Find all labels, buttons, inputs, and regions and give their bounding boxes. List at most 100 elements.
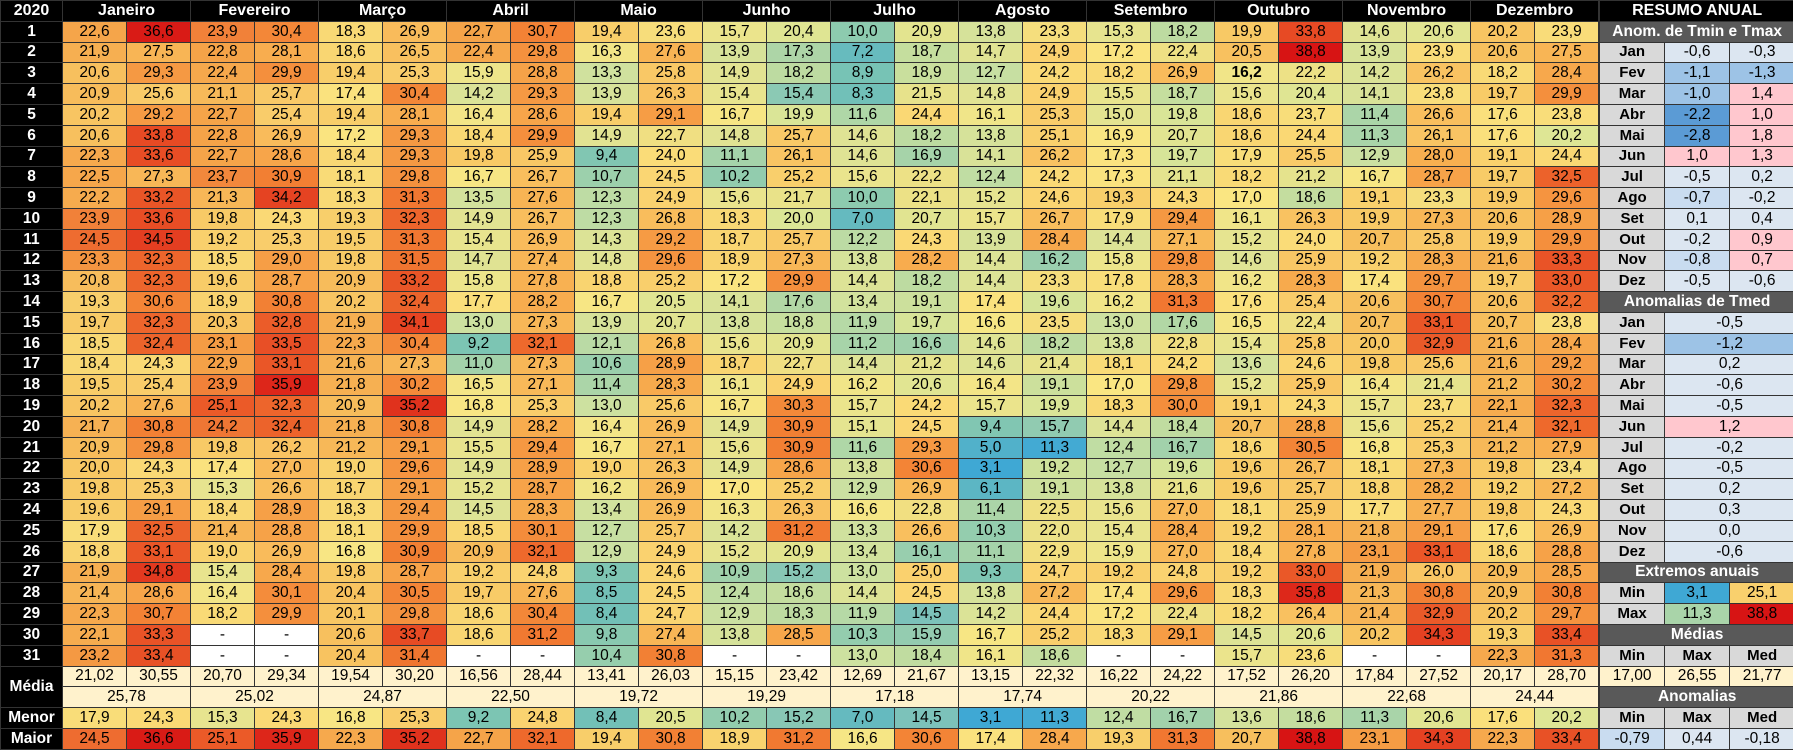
tmin-cell[interactable]: 23,1 [1342,540,1408,563]
tmax-cell[interactable]: 27,3 [510,353,576,376]
tmax-cell[interactable]: 32,1 [1534,415,1600,438]
tmin-cell[interactable]: 13,8 [958,582,1024,605]
tmin-cell[interactable]: 21,9 [318,311,384,334]
tmin-cell[interactable]: 17,4 [318,83,384,105]
tmin-cell[interactable]: 14,7 [446,249,512,272]
tmax-cell[interactable]: 23,9 [1406,41,1472,64]
tmin-cell[interactable]: 19,4 [318,62,384,85]
tmin-cell[interactable]: 19,9 [1342,207,1408,230]
tmin-cell[interactable]: 13,8 [702,311,768,334]
tmin-cell[interactable]: - [1086,644,1152,667]
tmin-cell[interactable]: 12,7 [574,519,640,542]
tmin-cell[interactable]: 13,4 [574,499,640,521]
tmin-cell[interactable]: 9,2 [446,332,512,355]
tmax-cell[interactable]: 20,9 [766,332,832,355]
tmax-cell[interactable]: 29,0 [254,249,320,272]
tmin-cell[interactable]: 19,1 [1342,187,1408,209]
tmax-cell[interactable]: 23,6 [638,20,704,43]
tmax-cell[interactable]: 29,6 [382,457,448,480]
tmax-cell[interactable]: 24,2 [1022,166,1088,189]
tmin-cell[interactable]: 10,3 [958,519,1024,542]
tmin-cell[interactable]: 22,4 [446,41,512,64]
tmin-cell[interactable]: 15,4 [702,83,768,105]
tmin-cell[interactable]: 18,2 [190,603,256,625]
tmin-cell[interactable]: 18,1 [1214,499,1280,521]
tmin-cell[interactable]: 10,3 [830,623,896,646]
tmin-cell[interactable]: 18,6 [1470,540,1536,563]
tmax-cell[interactable]: 25,3 [510,395,576,417]
tmax-cell[interactable]: 25,0 [894,561,960,584]
tmin-cell[interactable]: 20,6 [318,623,384,646]
tmin-cell[interactable]: 22,7 [190,103,256,126]
tmin-cell[interactable]: 17,7 [1342,499,1408,521]
tmax-cell[interactable]: 27,2 [1022,582,1088,605]
tmax-cell[interactable]: 26,7 [1278,457,1344,480]
tmax-cell[interactable]: 30,4 [254,20,320,43]
tmax-cell[interactable]: 28,7 [510,478,576,501]
tmin-cell[interactable]: 20,4 [318,644,384,667]
tmin-cell[interactable]: 15,4 [190,561,256,584]
tmin-cell[interactable]: 15,8 [1086,249,1152,272]
tmin-cell[interactable]: 16,8 [1342,436,1408,459]
tmin-cell[interactable]: 15,5 [1086,83,1152,105]
tmin-cell[interactable]: 18,1 [1086,353,1152,376]
tmax-cell[interactable]: 25,8 [638,62,704,85]
tmax-cell[interactable]: 30,8 [125,415,192,438]
tmin-cell[interactable]: 10,7 [574,166,640,189]
tmin-cell[interactable]: 19,8 [318,249,384,272]
tmin-cell[interactable]: 20,6 [62,124,127,147]
tmin-cell[interactable]: 24,5 [62,228,127,251]
tmin-cell[interactable]: 19,0 [318,457,384,480]
tmin-cell[interactable]: 20,9 [318,395,384,417]
tmin-cell[interactable]: 17,2 [1086,603,1152,625]
tmax-cell[interactable]: 27,3 [125,166,192,189]
tmax-cell[interactable]: 24,9 [1022,83,1088,105]
tmax-cell[interactable]: 29,4 [510,436,576,459]
tmax-cell[interactable]: 34,2 [254,187,320,209]
tmin-cell[interactable]: 16,4 [1342,374,1408,397]
tmax-cell[interactable]: 30,9 [766,415,832,438]
tmax-cell[interactable]: 33,4 [1534,623,1600,646]
tmax-cell[interactable]: 25,7 [766,228,832,251]
tmin-cell[interactable]: 18,3 [318,499,384,521]
tmax-cell[interactable]: 30,7 [125,603,192,625]
tmin-cell[interactable]: 14,6 [1214,249,1280,272]
tmin-cell[interactable]: 11,6 [830,436,896,459]
tmax-cell[interactable]: 29,3 [510,83,576,105]
tmax-cell[interactable]: 33,2 [125,187,192,209]
tmin-cell[interactable]: 19,8 [1470,457,1536,480]
tmax-cell[interactable]: 18,4 [894,644,960,667]
tmax-cell[interactable]: 27,2 [1534,478,1600,501]
tmin-cell[interactable]: 15,6 [830,166,896,189]
tmax-cell[interactable]: 31,3 [1534,644,1600,667]
tmax-cell[interactable]: 19,1 [1022,374,1088,397]
tmax-cell[interactable]: 30,9 [766,436,832,459]
tmin-cell[interactable]: 15,2 [446,478,512,501]
tmax-cell[interactable]: 24,4 [1278,124,1344,147]
tmax-cell[interactable]: 20,7 [638,311,704,334]
tmax-cell[interactable]: 25,3 [382,62,448,85]
tmin-cell[interactable]: 9,8 [574,623,640,646]
tmin-cell[interactable]: 17,4 [1086,582,1152,605]
tmin-cell[interactable]: 15,2 [1214,228,1280,251]
tmax-cell[interactable]: 24,4 [1022,603,1088,625]
tmin-cell[interactable]: 16,1 [1214,207,1280,230]
tmax-cell[interactable]: 26,7 [510,207,576,230]
tmax-cell[interactable]: 24,3 [894,228,960,251]
tmin-cell[interactable]: 16,5 [446,374,512,397]
tmin-cell[interactable]: 21,3 [190,187,256,209]
tmax-cell[interactable]: 31,4 [382,644,448,667]
tmin-cell[interactable]: 14,9 [702,415,768,438]
tmin-cell[interactable]: 11,3 [1342,124,1408,147]
tmin-cell[interactable]: 17,6 [1470,124,1536,147]
tmax-cell[interactable]: 16,2 [1022,249,1088,272]
tmin-cell[interactable]: 14,4 [958,270,1024,293]
tmax-cell[interactable]: 28,6 [125,582,192,605]
tmax-cell[interactable]: 28,9 [638,353,704,376]
tmin-cell[interactable]: 20,6 [1470,41,1536,64]
tmin-cell[interactable]: 13,6 [1214,353,1280,376]
tmax-cell[interactable]: 31,3 [382,228,448,251]
tmin-cell[interactable]: 19,7 [62,311,127,334]
tmax-cell[interactable]: - [1150,644,1216,667]
tmin-cell[interactable]: 20,2 [1470,603,1536,625]
